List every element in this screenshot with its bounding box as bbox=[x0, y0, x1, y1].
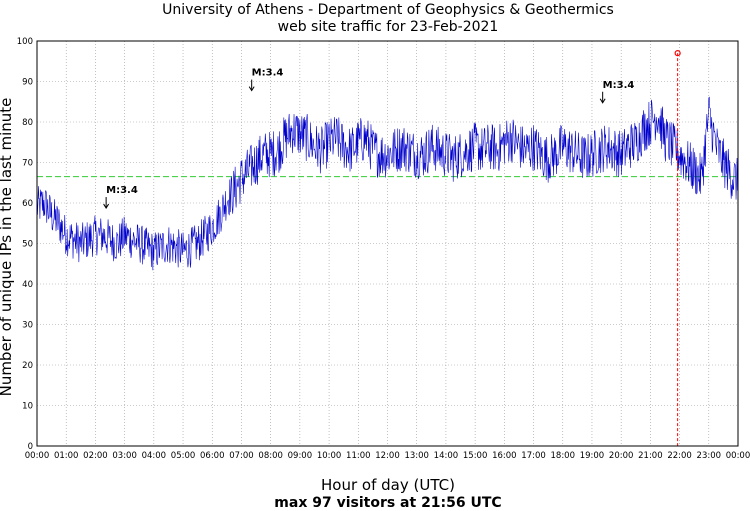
x-tick-label: 00:00 bbox=[726, 451, 750, 461]
series-group bbox=[36, 96, 739, 271]
x-tick-label: 18:00 bbox=[551, 451, 576, 461]
annotation-group: M:3.4 M:3.4 M:3.4 bbox=[103, 68, 635, 209]
y-tick-label: 80 bbox=[22, 118, 33, 128]
y-tick-label: 0 bbox=[28, 442, 33, 452]
x-tick-label: 21:00 bbox=[638, 451, 663, 461]
x-tick-label: 13:00 bbox=[404, 451, 429, 461]
y-tick-label: 70 bbox=[22, 159, 33, 169]
quake-arrow-head bbox=[599, 98, 606, 104]
chart-title: University of Athens - Department of Geo… bbox=[162, 2, 614, 18]
x-tick-label: 06:00 bbox=[200, 451, 225, 461]
x-tick-label: 03:00 bbox=[112, 451, 137, 461]
x-tick-label: 19:00 bbox=[580, 451, 605, 461]
y-tick-label: 30 bbox=[22, 321, 33, 331]
x-tick-labels: 00:00 01:00 02:00 03:00 04:00 05:00 06:00 07:00… bbox=[25, 451, 750, 461]
x-tick-label: 02:00 bbox=[83, 451, 108, 461]
x-tick-label: 01:00 bbox=[54, 451, 79, 461]
x-tick-label: 17:00 bbox=[521, 451, 546, 461]
x-tick-label: 08:00 bbox=[258, 451, 283, 461]
y-tick-label: 50 bbox=[22, 240, 33, 250]
x-tick-label: 04:00 bbox=[142, 451, 167, 461]
x-tick-label: 20:00 bbox=[609, 451, 634, 461]
x-tick-label: 05:00 bbox=[171, 451, 196, 461]
chart-subtitle: web site traffic for 23-Feb-2021 bbox=[278, 19, 499, 35]
y-tick-label: 90 bbox=[22, 78, 33, 88]
y-axis-label: Number of unique IPs in the last minute bbox=[0, 98, 15, 397]
quake-label: M:3.4 bbox=[603, 80, 635, 91]
y-tick-label: 100 bbox=[17, 37, 33, 47]
max-marker-point bbox=[674, 50, 681, 57]
max-visitors-note: max 97 visitors at 21:56 UTC bbox=[274, 495, 501, 511]
x-tick-label: 15:00 bbox=[463, 451, 488, 461]
x-tick-label: 12:00 bbox=[375, 451, 400, 461]
traffic-line bbox=[36, 96, 739, 271]
quake-arrow-head bbox=[103, 203, 110, 209]
max-marker-group bbox=[674, 50, 681, 446]
x-tick-label: 22:00 bbox=[667, 451, 692, 461]
y-tick-label: 20 bbox=[22, 361, 33, 371]
x-tick-label: 23:00 bbox=[697, 451, 722, 461]
x-tick-label: 10:00 bbox=[317, 451, 342, 461]
y-tick-label: 60 bbox=[22, 199, 33, 209]
y-tick-label: 40 bbox=[22, 280, 33, 290]
x-tick-label: 16:00 bbox=[492, 451, 517, 461]
x-tick-label: 14:00 bbox=[434, 451, 459, 461]
quake-label: M:3.4 bbox=[106, 185, 138, 196]
y-tick-labels: 0 10 20 30 40 50 60 70 80 90 100 bbox=[17, 37, 33, 452]
quake-label: M:3.4 bbox=[252, 68, 284, 79]
x-tick-label: 11:00 bbox=[346, 451, 371, 461]
x-axis-label: Hour of day (UTC) bbox=[321, 476, 455, 494]
x-tick-label: 07:00 bbox=[229, 451, 254, 461]
plot-frame bbox=[36, 40, 739, 447]
x-tick-label: 00:00 bbox=[25, 451, 50, 461]
y-tick-label: 10 bbox=[22, 402, 33, 412]
x-tick-label: 09:00 bbox=[288, 451, 313, 461]
quake-arrow-head bbox=[248, 86, 255, 92]
